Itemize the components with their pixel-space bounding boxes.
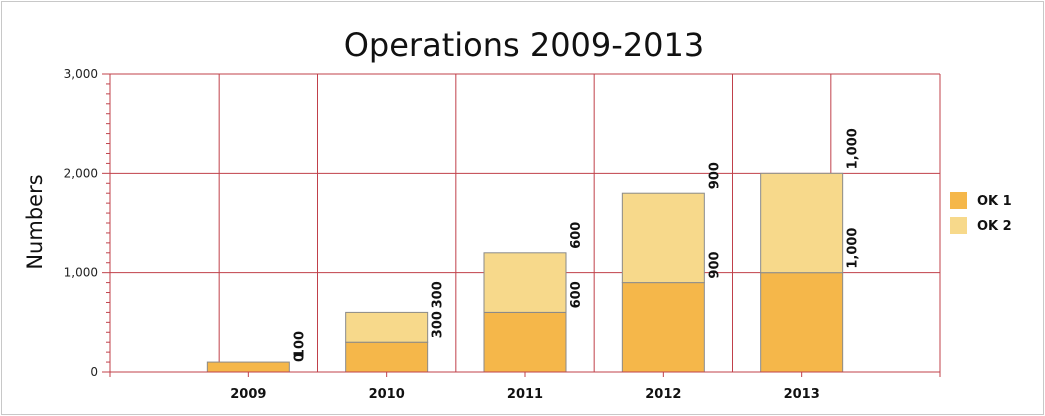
y-tick-label: 2,000: [64, 166, 98, 180]
legend-label: OK 1: [977, 194, 1012, 209]
x-tick-label: 2013: [784, 387, 820, 402]
bar-ok-2: [345, 311, 429, 343]
data-label: 900: [707, 251, 722, 278]
y-axis-label: Numbers: [23, 174, 47, 269]
x-tick-label: 2012: [645, 387, 681, 402]
data-label: 1,000: [846, 128, 861, 169]
data-label: 1,000: [846, 228, 861, 269]
data-label: 900: [707, 162, 722, 189]
bar-ok-2: [760, 172, 844, 274]
legend-swatch: [950, 217, 967, 234]
chart-title: Operations 2009-2013: [344, 26, 705, 64]
bar-ok-1: [483, 311, 567, 373]
bar-ok-1: [345, 341, 429, 373]
data-label: 0: [292, 353, 307, 362]
legend-label: OK 2: [977, 219, 1012, 234]
legend: OK 1 OK 2: [950, 192, 1012, 234]
data-label: 300: [431, 281, 446, 308]
data-label: 600: [569, 222, 584, 249]
x-tick-label: 2011: [507, 387, 543, 402]
x-tick-label: 2010: [369, 387, 405, 402]
bars: [206, 172, 844, 373]
axes: 0 1,000 2,000 3,000 2009 2010 2011 2012 2013: [64, 67, 941, 402]
bar-ok-1: [206, 361, 290, 373]
bar-ok-2: [621, 192, 705, 284]
bar-ok-1: [760, 272, 844, 373]
y-tick-label: 3,000: [64, 67, 98, 81]
y-tick-label: 0: [90, 365, 98, 379]
data-label: 100: [292, 331, 307, 358]
bar-ok-2: [483, 252, 567, 313]
y-tick-label: 1,000: [64, 266, 98, 280]
x-tick-label: 2009: [230, 387, 266, 402]
bar-ok-1: [621, 282, 705, 373]
legend-swatch: [950, 192, 967, 209]
data-label: 300: [431, 311, 446, 338]
data-label: 600: [569, 281, 584, 308]
